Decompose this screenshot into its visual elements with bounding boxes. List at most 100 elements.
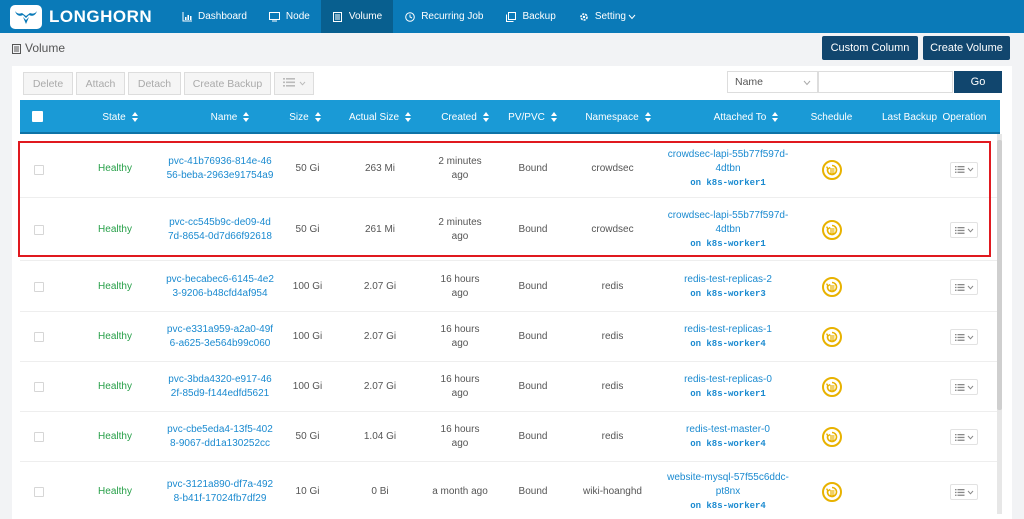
row-attached-to[interactable]: crowdsec-lapi-55b77f597d- 4dtbn on k8s-wor… bbox=[660, 141, 796, 197]
row-actual-size: 2.07 Gi bbox=[363, 330, 397, 342]
nav-node[interactable]: Node bbox=[258, 0, 321, 33]
row-attached-to[interactable]: crowdsec-lapi-55b77f597d- 4dtbn on k8s-wor… bbox=[660, 199, 796, 260]
table-row[interactable]: Healthy pvc-becabec6-6145-4e2 3-9206-b48cf… bbox=[20, 262, 1000, 312]
schedule-icon[interactable] bbox=[822, 159, 842, 180]
row-checkbox[interactable] bbox=[34, 487, 44, 497]
nav-volume[interactable]: Volume bbox=[320, 0, 394, 33]
nav-dashboard[interactable]: Dashboard bbox=[170, 0, 258, 33]
table-row[interactable]: Healthy pvc-cbe5eda4-13f5-402 8-9067-dd1a1… bbox=[20, 412, 1000, 462]
column-state[interactable]: State bbox=[75, 100, 165, 134]
select-all-checkbox[interactable] bbox=[32, 111, 43, 122]
row-actual-size: 0 Bi bbox=[371, 485, 389, 497]
row-name-link[interactable]: pvc-41b76936-814e-46 56-beba-2963e91754a9 bbox=[160, 141, 280, 197]
column-operation[interactable]: Operation bbox=[937, 100, 992, 134]
column-actual-size[interactable]: Actual Size bbox=[335, 100, 425, 134]
row-size: 100 Gi bbox=[292, 380, 323, 392]
column-schedule[interactable]: Schedule bbox=[804, 100, 859, 134]
schedule-icon[interactable] bbox=[822, 277, 842, 297]
go-button[interactable]: Go bbox=[954, 71, 1002, 93]
row-attached-node: on k8s-worker1 bbox=[690, 238, 766, 249]
row-checkbox[interactable] bbox=[34, 164, 44, 175]
column-last-backup[interactable]: Last Backup bbox=[882, 100, 938, 134]
custom-column-button[interactable]: Custom Column bbox=[822, 36, 918, 60]
row-attached-to[interactable]: redis-test-master-0 on k8s-worker4 bbox=[660, 412, 796, 461]
schedule-icon[interactable] bbox=[822, 427, 842, 447]
row-created-line2: ago bbox=[451, 387, 469, 399]
row-attached-to[interactable]: redis-test-replicas-1 on k8s-worker4 bbox=[660, 312, 796, 361]
row-checkbox[interactable] bbox=[34, 382, 44, 392]
row-checkbox[interactable] bbox=[34, 332, 44, 342]
row-attached-to[interactable]: redis-test-replicas-2 on k8s-worker3 bbox=[660, 262, 796, 311]
row-operation-dropdown[interactable] bbox=[950, 161, 978, 178]
table-scrollbar[interactable] bbox=[997, 134, 1002, 514]
row-operation-dropdown[interactable] bbox=[950, 429, 978, 445]
column-pvpvc[interactable]: PV/PVC bbox=[495, 100, 570, 134]
row-operation-dropdown[interactable] bbox=[950, 279, 978, 295]
search-input[interactable] bbox=[818, 71, 953, 93]
nav-setting[interactable]: Setting bbox=[567, 0, 647, 33]
row-attached-node: on k8s-worker3 bbox=[690, 288, 766, 299]
table-row[interactable]: Healthy pvc-cc545b9c-de09-4d 7d-8654-0d7d6… bbox=[20, 199, 1000, 261]
detach-button[interactable]: Detach bbox=[128, 72, 181, 95]
row-actual-size: 263 Mi bbox=[364, 163, 395, 174]
row-attached-node: on k8s-worker1 bbox=[690, 388, 766, 399]
column-name[interactable]: Name bbox=[165, 100, 295, 134]
row-attached-to[interactable]: website-mysql-57f55c6ddc-pt8nx on k8s-wor… bbox=[660, 462, 796, 519]
create-volume-button[interactable]: Create Volume bbox=[923, 36, 1010, 60]
row-attached-to[interactable]: redis-test-replicas-0 on k8s-worker1 bbox=[660, 362, 796, 411]
schedule-icon[interactable] bbox=[822, 220, 842, 240]
row-name-line1: pvc-cc545b9c-de09-4d bbox=[169, 216, 271, 228]
row-operation-dropdown[interactable] bbox=[950, 484, 978, 500]
schedule-icon[interactable] bbox=[822, 327, 842, 347]
table-row[interactable]: Healthy pvc-e331a959-a2a0-49f 6-a625-3e564… bbox=[20, 312, 1000, 362]
column-attached-to[interactable]: Attached To bbox=[676, 100, 816, 134]
row-operation-dropdown[interactable] bbox=[950, 379, 978, 395]
chevron-down-icon bbox=[967, 435, 973, 440]
brand-logo[interactable]: LONGHORN bbox=[0, 0, 170, 33]
delete-button[interactable]: Delete bbox=[23, 72, 73, 95]
schedule-icon[interactable] bbox=[822, 482, 842, 502]
row-checkbox[interactable] bbox=[34, 282, 44, 292]
menu-icon bbox=[954, 488, 964, 496]
column-pvpvc-label: PV/PVC bbox=[508, 111, 545, 123]
bulk-actions-dropdown[interactable] bbox=[274, 72, 314, 95]
monitor-icon bbox=[269, 11, 281, 23]
nav-backup[interactable]: Backup bbox=[494, 0, 566, 33]
row-namespace: crowdsec bbox=[591, 163, 634, 174]
attach-button[interactable]: Attach bbox=[76, 72, 125, 95]
scrollbar-thumb[interactable] bbox=[997, 140, 1002, 410]
nav-recurring-job[interactable]: Recurring Job bbox=[393, 0, 494, 33]
row-operation-dropdown[interactable] bbox=[950, 222, 978, 238]
row-name-link[interactable]: pvc-cc545b9c-de09-4d 7d-8654-0d7d66f92618 bbox=[160, 199, 280, 260]
table-row[interactable]: Healthy pvc-3bda4320-e917-46 2f-85d9-f144e… bbox=[20, 362, 1000, 412]
row-name-link[interactable]: pvc-3bda4320-e917-46 2f-85d9-f144edfd5621 bbox=[160, 362, 280, 411]
row-created: 2 minutes ago bbox=[425, 141, 495, 197]
row-name-link[interactable]: pvc-e331a959-a2a0-49f 6-a625-3e564b99c060 bbox=[160, 312, 280, 361]
table-row[interactable]: Healthy pvc-41b76936-814e-46 56-beba-2963e… bbox=[20, 141, 1000, 198]
create-backup-button[interactable]: Create Backup bbox=[184, 72, 271, 95]
row-checkbox[interactable] bbox=[34, 225, 44, 235]
row-name-link[interactable]: pvc-3121a890-df7a-492 8-b41f-17024fb7df29 bbox=[160, 462, 280, 519]
page-title-text: Volume bbox=[25, 41, 66, 55]
column-last-backup-label: Last Backup bbox=[882, 111, 938, 123]
row-name-link[interactable]: pvc-cbe5eda4-13f5-402 8-9067-dd1a130252cc bbox=[160, 412, 280, 461]
row-created-line2: ago bbox=[451, 230, 469, 242]
column-size[interactable]: Size bbox=[275, 100, 335, 134]
menu-icon bbox=[282, 77, 295, 90]
table-row[interactable]: Healthy pvc-3121a890-df7a-492 8-b41f-17024… bbox=[20, 462, 1000, 519]
row-created-line2: ago bbox=[451, 337, 469, 349]
chevron-down-icon bbox=[967, 167, 973, 172]
row-checkbox[interactable] bbox=[34, 432, 44, 442]
search-field-select[interactable]: Name bbox=[727, 71, 818, 93]
column-namespace[interactable]: Namespace bbox=[568, 100, 668, 134]
menu-icon bbox=[954, 433, 964, 441]
column-name-label: Name bbox=[210, 111, 238, 123]
column-created[interactable]: Created bbox=[425, 100, 505, 134]
row-state: Healthy bbox=[98, 380, 132, 392]
row-operation-dropdown[interactable] bbox=[950, 329, 978, 345]
row-name-link[interactable]: pvc-becabec6-6145-4e2 3-9206-b48cfd4af954 bbox=[160, 262, 280, 311]
row-created: 16 hours ago bbox=[425, 362, 495, 411]
schedule-icon[interactable] bbox=[822, 377, 842, 397]
sort-icon bbox=[644, 112, 651, 122]
row-name-line2: 2f-85d9-f144edfd5621 bbox=[170, 387, 270, 399]
